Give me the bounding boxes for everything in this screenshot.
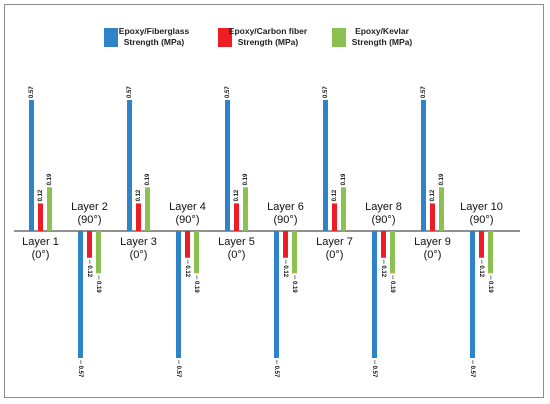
value-label-layer8-s1: -- 0.57 [371,360,377,378]
category-label-layer4: Layer 4 (90°) [169,201,206,226]
category-label-layer6: Layer 6 (90°) [267,201,304,226]
bar-layer7-s3 [341,187,346,231]
bar-layer8-s1 [372,231,377,358]
value-label-layer3-s2: 0.12 [136,189,142,201]
legend-label-2: Epoxy/Carbon fiber Strength (MPa) [229,26,308,47]
bar-layer5-s2 [234,203,239,231]
bar-layer1-s3 [47,187,52,231]
bar-layer7-s2 [332,203,337,231]
value-label-layer2-s3: -- 0.19 [95,275,101,293]
bar-layer9-s2 [430,203,435,231]
value-label-layer5-s3: 0.19 [243,173,249,185]
value-label-layer1-s3: 0.19 [47,173,53,185]
value-label-layer7-s3: 0.19 [341,173,347,185]
bar-layer2-s1 [78,231,83,358]
value-label-layer6-s3: -- 0.19 [291,275,297,293]
value-label-layer8-s3: -- 0.19 [389,275,395,293]
value-label-layer5-s2: 0.12 [234,189,240,201]
value-label-layer5-s1: 0.57 [225,86,231,98]
bar-layer4-s1 [176,231,181,358]
bar-layer7-s1 [323,100,328,231]
value-label-layer6-s2: -- 0.12 [282,260,288,278]
category-label-layer2: Layer 2 (90°) [71,201,108,226]
legend-swatch-2 [218,28,232,47]
bar-layer4-s2 [185,231,190,258]
value-label-layer4-s2: -- 0.12 [184,260,190,278]
bar-layer1-s1 [29,100,34,231]
value-label-layer1-s1: 0.57 [29,86,35,98]
value-label-layer9-s2: 0.12 [430,189,436,201]
bar-layer8-s2 [381,231,386,258]
bar-layer3-s2 [136,203,141,231]
category-label-layer7: Layer 7 (0°) [316,236,353,261]
value-label-layer10-s2: -- 0.12 [478,260,484,278]
category-label-layer10: Layer 10 (90°) [460,201,503,226]
bar-layer5-s1 [225,100,230,231]
value-label-layer8-s2: -- 0.12 [380,260,386,278]
bar-layer6-s2 [283,231,288,258]
bar-layer10-s2 [479,231,484,258]
bar-layer6-s3 [292,231,297,274]
value-label-layer3-s1: 0.57 [127,86,133,98]
bar-layer9-s1 [421,100,426,231]
value-label-layer2-s2: -- 0.12 [86,260,92,278]
value-label-layer6-s1: -- 0.57 [273,360,279,378]
bar-layer8-s3 [390,231,395,274]
bar-layer4-s3 [194,231,199,274]
value-label-layer3-s3: 0.19 [145,173,151,185]
value-label-layer2-s1: -- 0.57 [77,360,83,378]
bar-layer10-s1 [470,231,475,358]
bar-layer9-s3 [439,187,444,231]
bar-layer6-s1 [274,231,279,358]
category-label-layer9: Layer 9 (0°) [414,236,451,261]
category-label-layer1: Layer 1 (0°) [22,236,59,261]
value-label-layer4-s1: -- 0.57 [175,360,181,378]
legend-label-1: Epoxy/Fiberglass Strength (MPa) [119,26,190,47]
bar-layer3-s1 [127,100,132,231]
category-label-layer3: Layer 3 (0°) [120,236,157,261]
value-label-layer9-s3: 0.19 [439,173,445,185]
legend-label-3: Epoxy/Kevlar Strength (MPa) [352,26,413,47]
category-label-layer5: Layer 5 (0°) [218,236,255,261]
category-label-layer8: Layer 8 (90°) [365,201,402,226]
value-label-layer7-s2: 0.12 [332,189,338,201]
bar-layer10-s3 [488,231,493,274]
legend-swatch-1 [104,28,118,47]
value-label-layer4-s3: -- 0.19 [193,275,199,293]
value-label-layer7-s1: 0.57 [323,86,329,98]
bar-layer1-s2 [38,203,43,231]
legend-swatch-3 [332,28,346,47]
value-label-layer1-s2: 0.12 [38,189,44,201]
value-label-layer9-s1: 0.57 [421,86,427,98]
bar-layer2-s2 [87,231,92,258]
bar-layer5-s3 [243,187,248,231]
value-label-layer10-s1: -- 0.57 [469,360,475,378]
bar-layer2-s3 [96,231,101,274]
value-label-layer10-s3: -- 0.19 [487,275,493,293]
bar-layer3-s3 [145,187,150,231]
